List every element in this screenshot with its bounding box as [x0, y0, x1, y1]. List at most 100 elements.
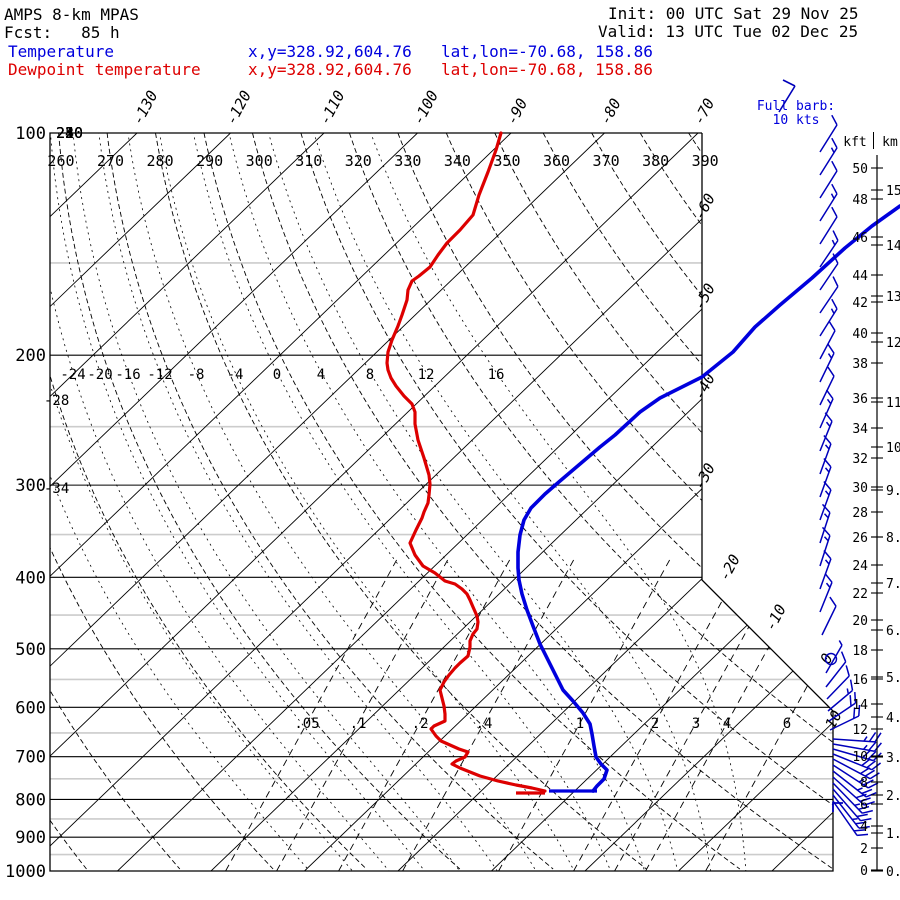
kft-tick-label: 24	[852, 559, 868, 574]
km-tick-label: 11.	[886, 396, 900, 411]
pressure-label: 100	[15, 124, 46, 144]
mixing-ratio-label: .05	[294, 716, 319, 732]
km-tick-label: 14.	[886, 239, 900, 254]
kft-tick-label: 34	[852, 422, 868, 437]
mixing-ratio-label: 1	[576, 716, 584, 732]
wind-barb-icon	[821, 596, 837, 636]
moist-adiabat-label: -12	[147, 367, 172, 383]
plot-frame	[49, 132, 834, 872]
moist-adiabat-label: 8	[366, 367, 374, 383]
wind-barb-icon	[832, 794, 870, 829]
pressure-label: 600	[15, 698, 46, 718]
dewpoint-curve	[385, 131, 547, 793]
wind-barb-icon	[832, 741, 882, 753]
wind-barb-icon	[819, 230, 839, 268]
wind-barb-icon	[819, 343, 835, 383]
pressure-label: 1000	[5, 862, 46, 882]
moist-adiabat-label: -24	[60, 367, 85, 383]
theta-label-top: 270	[97, 152, 124, 170]
moist-adiabat-line	[50, 133, 312, 871]
temperature-curve	[516, 204, 900, 793]
pressure-label: 700	[15, 748, 46, 768]
moist-adiabat-label-left: -28	[44, 393, 69, 409]
dry-adiabat-line	[397, 133, 833, 870]
isotherm-line	[50, 133, 418, 871]
isotherm-label-top: -110	[316, 88, 349, 128]
kft-tick-label: 48	[852, 193, 868, 208]
wind-barb-icon	[832, 782, 873, 814]
moist-adiabat-label: 4	[317, 367, 325, 383]
mixing-ratio-label: .2	[412, 716, 429, 732]
km-tick-label: 13.	[886, 290, 900, 305]
moist-adiabat-line	[50, 133, 391, 871]
km-axis-title: km	[882, 135, 898, 150]
dry-adiabat-line	[300, 133, 833, 870]
wind-barb-icon	[832, 788, 872, 822]
mixing-ratio-label: 6	[783, 716, 791, 732]
wind-barb-icon	[819, 321, 836, 360]
isotherm-label-top: -120	[222, 88, 255, 128]
moist-adiabat-line	[98, 133, 499, 871]
dry-adiabat-line	[203, 133, 741, 870]
forecast-hour: Fcst: 85 h	[4, 23, 120, 42]
kft-tick-label: 44	[852, 269, 868, 284]
wind-barb-icon	[829, 704, 861, 731]
dry-adiabat-line	[494, 133, 833, 870]
pressure-label: 900	[15, 828, 46, 848]
barb-legend-line2: 10 kts	[773, 113, 820, 128]
calm-wind-circle-icon	[824, 652, 838, 666]
pressure-label: 400	[15, 568, 46, 588]
isotherm-line	[304, 133, 833, 871]
isotherm-line	[210, 133, 833, 871]
isotherm-label-top: -80	[596, 96, 625, 128]
mixing-ratio-label: 3	[692, 716, 700, 732]
theta-label-top: 350	[493, 152, 520, 170]
wind-barb-icon	[825, 640, 843, 674]
wind-barb-icon	[832, 800, 869, 837]
dry-adiabat-line	[50, 133, 181, 870]
dry-adiabat-line	[106, 133, 554, 870]
kft-tick-label: 14	[852, 698, 868, 713]
wind-barb-icon	[819, 412, 833, 452]
wind-barb-icon	[819, 573, 833, 613]
theta-label-left: 240	[56, 124, 83, 142]
kft-tick-label: 28	[852, 506, 868, 521]
kft-tick-label: 26	[852, 531, 868, 546]
theta-label-top: 370	[593, 152, 620, 170]
isotherm-line	[491, 133, 833, 871]
wind-barb-icon	[819, 206, 838, 245]
km-tick-label: 2.	[886, 789, 900, 804]
isotherm-label-top: -70	[690, 96, 719, 128]
kft-tick-label: 8	[860, 776, 868, 791]
pressure-label: 200	[15, 346, 46, 366]
wind-barb-icon	[819, 183, 838, 222]
moist-adiabat-line	[158, 133, 576, 871]
isotherm-line	[50, 133, 231, 871]
legend-barb-icon	[778, 79, 796, 113]
km-tick-label: 4.	[886, 711, 900, 726]
dewpoint-xy-readout: x,y=328.92,604.76	[248, 60, 412, 79]
kft-tick-label: 50	[852, 162, 868, 177]
isotherm-label-right: -50	[690, 280, 719, 312]
isotherm-line	[397, 133, 833, 871]
isotherm-line	[50, 133, 792, 871]
isotherm-line	[50, 133, 605, 871]
wind-barb-icon	[832, 753, 882, 771]
theta-label-top: 300	[246, 152, 273, 170]
km-tick-label: 3.	[886, 751, 900, 766]
wind-barb-icon	[819, 503, 831, 544]
kft-tick-label: 46	[852, 231, 868, 246]
wind-barb-icon	[819, 550, 832, 590]
moist-adiabat-label: 16	[488, 367, 505, 383]
km-tick-label: 5.	[886, 671, 900, 686]
wind-barb-icon	[832, 758, 880, 780]
isotherm-label-top: -100	[409, 88, 442, 128]
legend-temperature-label: Temperature	[8, 42, 114, 61]
theta-label-top: 340	[444, 152, 471, 170]
wind-barb-icon	[819, 481, 832, 521]
sounding-curves	[385, 131, 900, 795]
kft-tick-label: 18	[852, 644, 868, 659]
theta-label-left: 220	[56, 124, 83, 142]
